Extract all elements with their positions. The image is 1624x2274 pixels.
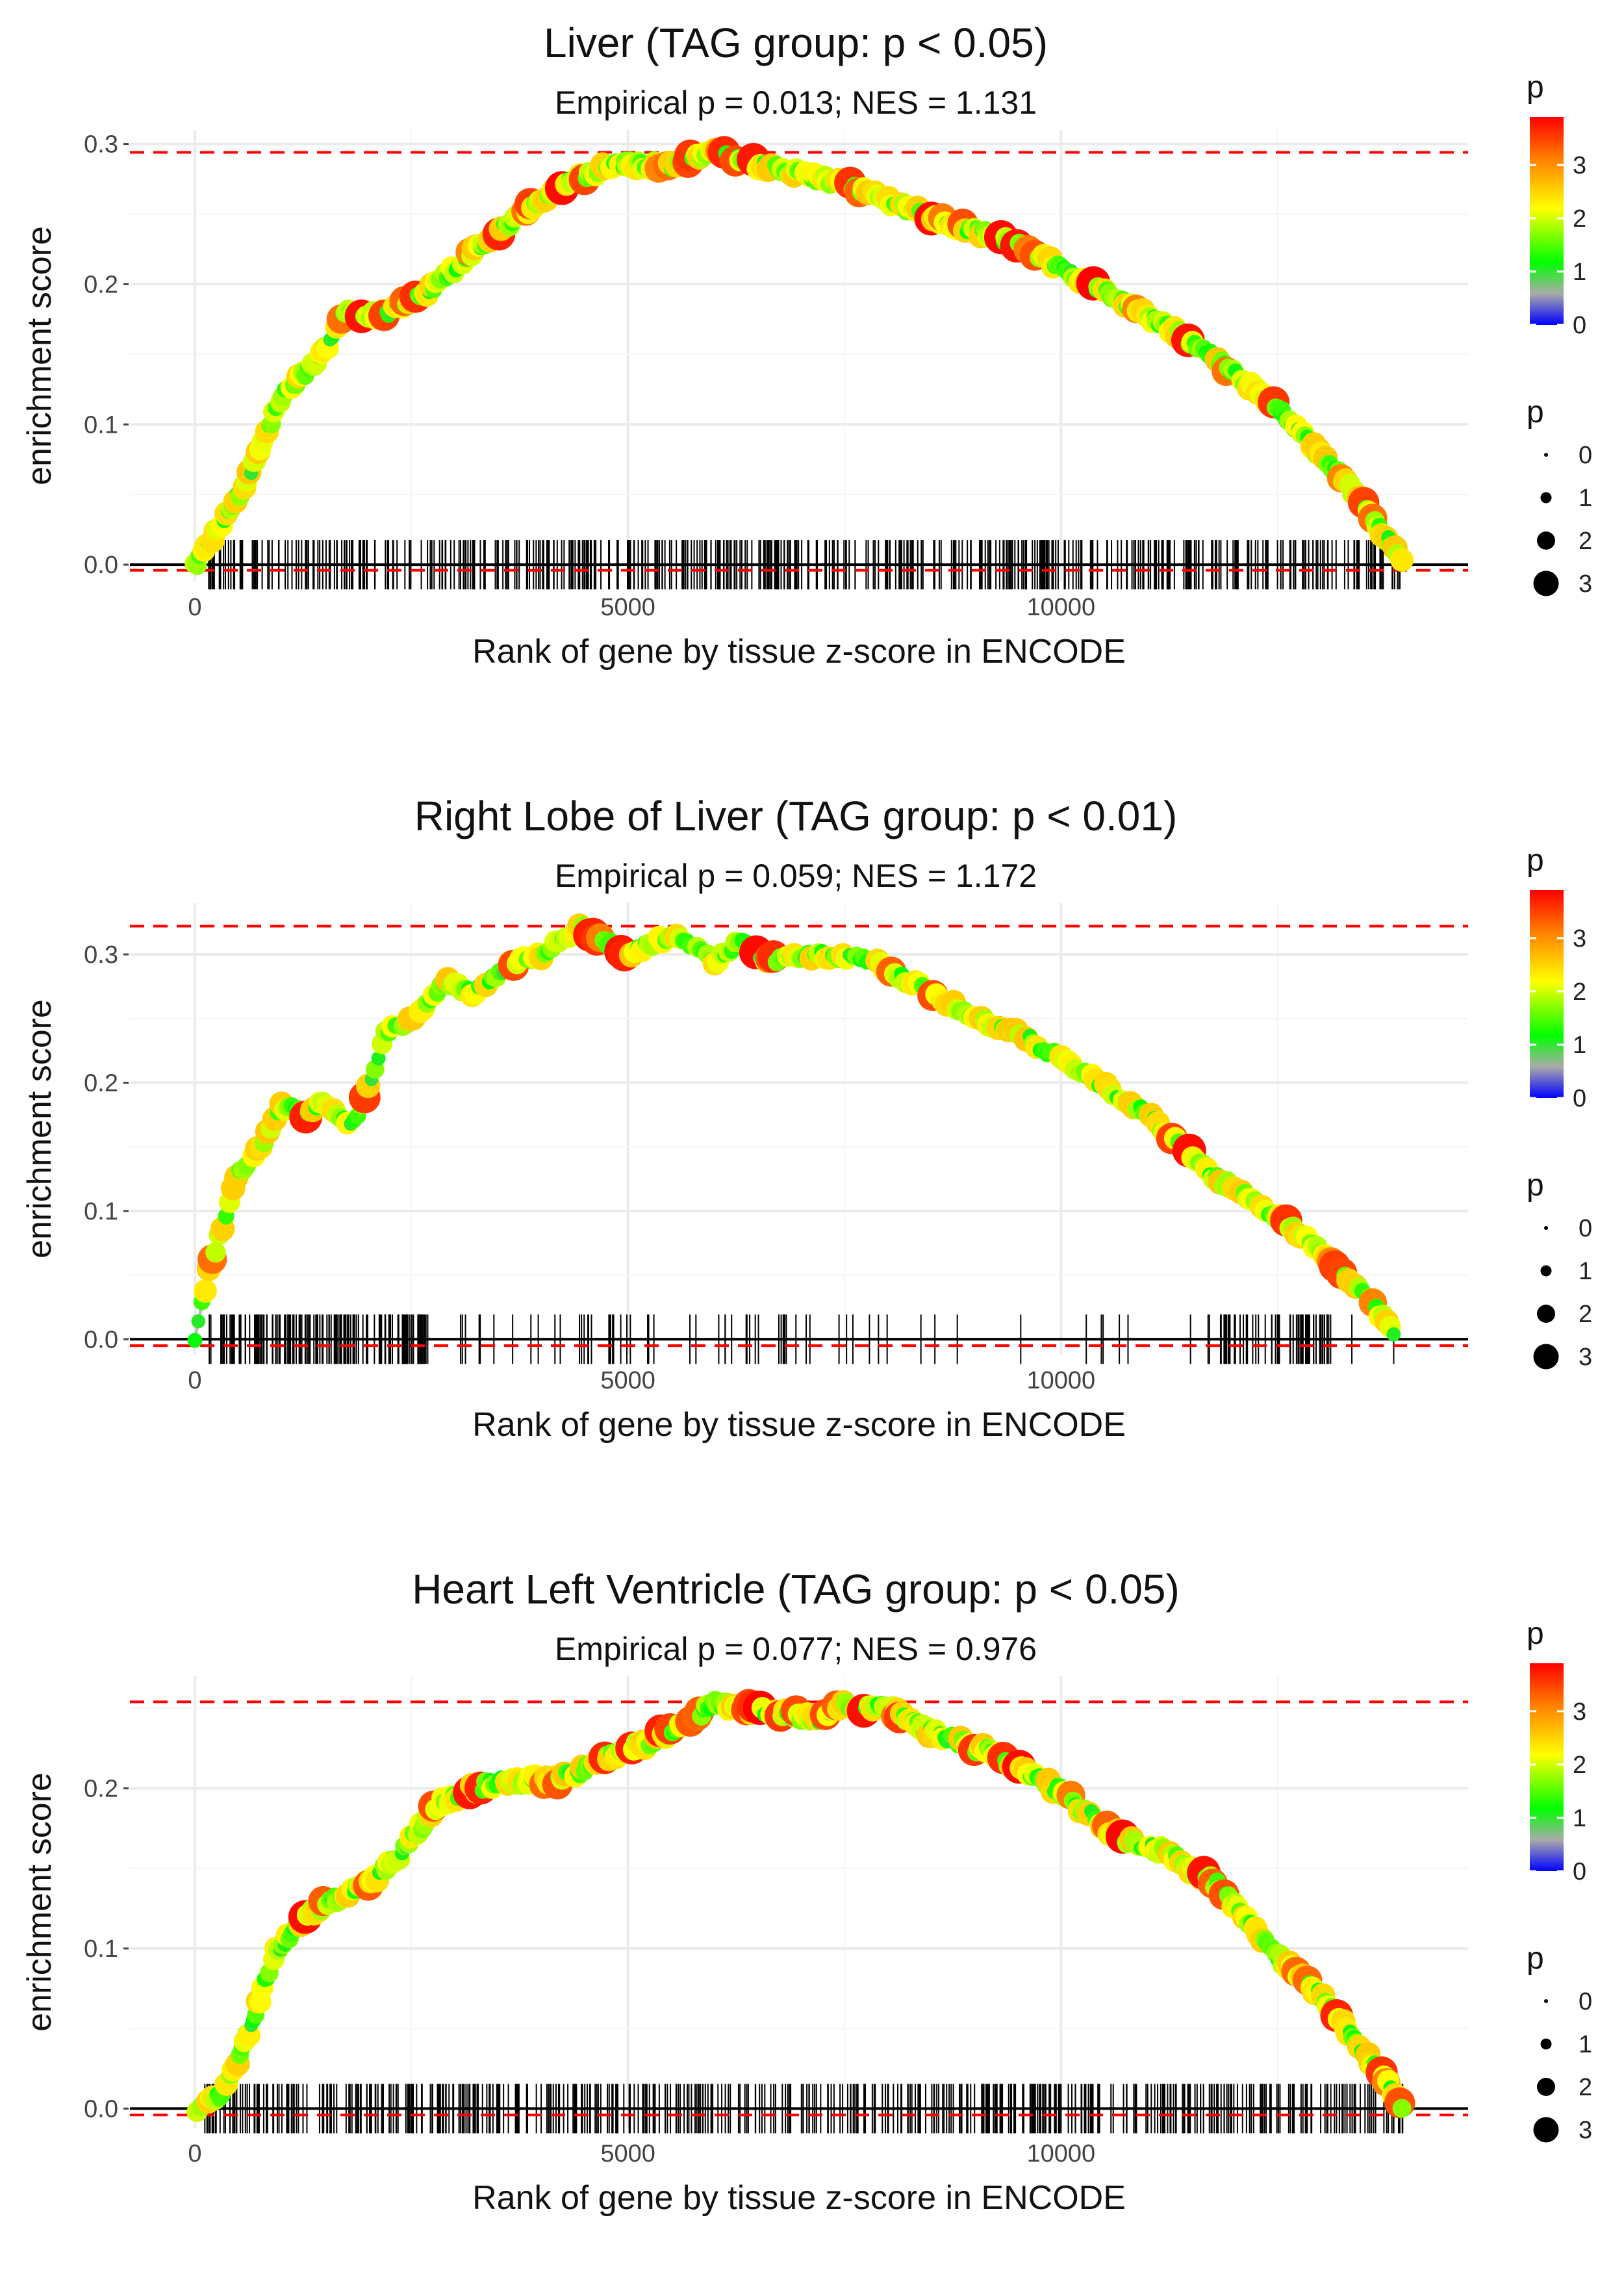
x-axis-title: Rank of gene by tissue z-score in ENCODE — [472, 633, 1126, 671]
size-legend-label: 2 — [1579, 528, 1592, 555]
panel-subtitle: Empirical p = 0.059; NES = 1.172 — [555, 858, 1037, 894]
y-tick-label: 0.1 — [84, 1198, 118, 1225]
y-axis-title: enrichment score — [21, 1772, 58, 2032]
size-legend-label: 3 — [1579, 570, 1592, 598]
x-axis-title: Rank of gene by tissue z-score in ENCODE — [472, 2179, 1126, 2217]
size-legend-dot — [1533, 1344, 1559, 1370]
color-legend-title: p — [1527, 843, 1544, 878]
size-legend-dot — [1540, 1265, 1552, 1277]
size-legend-dot — [1537, 531, 1555, 550]
enrichment-points — [187, 913, 1401, 1348]
size-legend-label: 0 — [1579, 442, 1592, 469]
y-tick-label: 0.2 — [84, 271, 118, 298]
panel-subtitle: Empirical p = 0.013; NES = 1.131 — [555, 84, 1037, 121]
size-legend-title: p — [1527, 1168, 1544, 1203]
enrichment-point — [187, 1333, 203, 1348]
y-tick-label: 0.1 — [84, 1935, 118, 1963]
color-legend-label: 0 — [1573, 1858, 1586, 1885]
grid — [130, 903, 1468, 1355]
x-tick-label: 5000 — [600, 1367, 655, 1394]
size-legend-label: 2 — [1579, 1301, 1592, 1328]
enrichment-curve — [193, 924, 1396, 1340]
color-legend-title: p — [1527, 1616, 1544, 1651]
color-bar — [1530, 117, 1564, 325]
y-tick-label: 0.3 — [84, 941, 118, 969]
x-tick-label: 10000 — [1026, 1367, 1095, 1394]
panel-title: Right Lobe of Liver (TAG group: p < 0.01… — [414, 793, 1178, 839]
size-legend-label: 0 — [1579, 1215, 1592, 1242]
enrichment-points — [184, 136, 1414, 576]
size-legend-label: 3 — [1579, 1344, 1592, 1371]
color-legend-label: 2 — [1573, 978, 1586, 1006]
size-legend-title: p — [1527, 395, 1544, 429]
color-legend-label: 0 — [1573, 1085, 1586, 1112]
color-legend-label: 2 — [1573, 1752, 1586, 1779]
enrichment-point — [205, 1242, 226, 1263]
x-tick-label: 10000 — [1026, 594, 1095, 621]
size-legend-label: 1 — [1579, 485, 1592, 512]
y-tick-label: 0.1 — [84, 411, 118, 439]
y-tick-label: 0.2 — [84, 1069, 118, 1097]
size-legend-dot — [1533, 2117, 1559, 2143]
size-legend-dot — [1540, 492, 1552, 504]
enrichment-points — [186, 1689, 1415, 2123]
y-axis-title: enrichment score — [21, 226, 58, 485]
panel-title: Liver (TAG group: p < 0.05) — [544, 19, 1048, 66]
panel-1: Liver (TAG group: p < 0.05) Empirical p =… — [21, 19, 1592, 671]
panel-subtitle: Empirical p = 0.077; NES = 0.976 — [555, 1631, 1037, 1667]
enrichment-point — [1390, 548, 1414, 572]
color-bar — [1530, 890, 1564, 1098]
y-tick-label: 0.0 — [84, 2095, 118, 2123]
y-tick-label: 0.3 — [84, 131, 118, 159]
x-tick-label: 0 — [188, 594, 201, 621]
size-legend-title: p — [1527, 1941, 1544, 1976]
color-legend-label: 1 — [1573, 1805, 1586, 1832]
size-legend-dot — [1537, 1305, 1555, 1323]
color-legend-label: 1 — [1573, 1032, 1586, 1059]
color-legend-title: p — [1527, 70, 1544, 105]
size-legend-label: 1 — [1579, 2031, 1592, 2058]
color-legend-label: 0 — [1573, 312, 1586, 339]
x-tick-label: 5000 — [600, 2140, 655, 2167]
x-tick-label: 5000 — [600, 594, 655, 621]
size-legend-label: 3 — [1579, 2117, 1592, 2144]
color-legend-label: 3 — [1573, 925, 1586, 952]
size-legend-label: 1 — [1579, 1258, 1592, 1285]
panel-title: Heart Left Ventricle (TAG group: p < 0.0… — [412, 1566, 1180, 1613]
color-legend-label: 1 — [1573, 259, 1586, 286]
x-axis-title: Rank of gene by tissue z-score in ENCODE — [472, 1406, 1126, 1444]
size-legend-dot — [1544, 1226, 1548, 1230]
panel-2: Right Lobe of Liver (TAG group: p < 0.01… — [21, 793, 1592, 1444]
panel-3: Heart Left Ventricle (TAG group: p < 0.0… — [21, 1566, 1592, 2217]
size-legend-label: 0 — [1579, 1988, 1592, 2015]
color-legend-label: 3 — [1573, 152, 1586, 179]
y-tick-label: 0.2 — [84, 1776, 118, 1803]
enrichment-point — [371, 1051, 386, 1066]
size-legend-dot — [1540, 2038, 1552, 2050]
color-legend-label: 2 — [1573, 205, 1586, 233]
x-tick-label: 10000 — [1026, 2140, 1095, 2167]
enrichment-point — [194, 1279, 217, 1303]
color-legend-label: 3 — [1573, 1698, 1586, 1726]
y-axis-title: enrichment score — [21, 999, 58, 1258]
size-legend-dot — [1544, 453, 1548, 457]
size-legend-dot — [1544, 1999, 1548, 2003]
y-tick-label: 0.0 — [84, 1326, 118, 1353]
x-tick-label: 0 — [188, 1367, 201, 1394]
size-legend-label: 2 — [1579, 2074, 1592, 2101]
y-tick-label: 0.0 — [84, 552, 118, 579]
color-bar — [1530, 1663, 1564, 1871]
enrichment-point — [1386, 1327, 1401, 1342]
enrichment-point — [1392, 2099, 1412, 2118]
size-legend-dot — [1537, 2078, 1555, 2096]
enrichment-point — [191, 1314, 206, 1329]
size-legend-dot — [1533, 570, 1559, 596]
x-tick-label: 0 — [188, 2140, 201, 2167]
